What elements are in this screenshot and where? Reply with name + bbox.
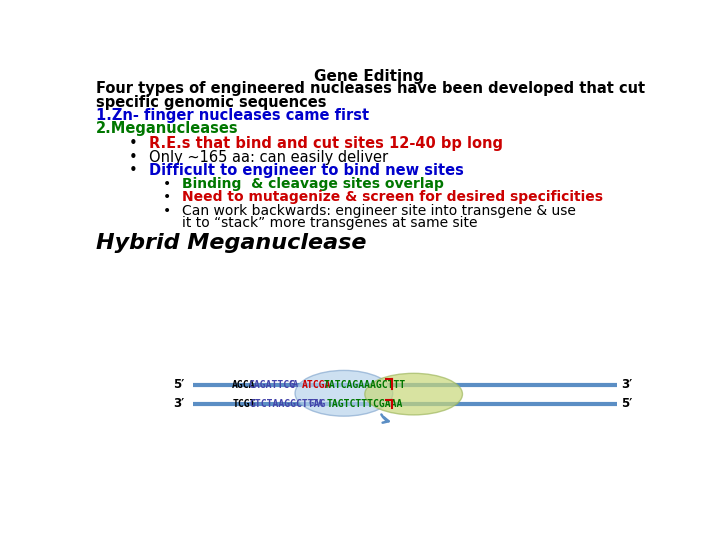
- Text: Gene Editing: Gene Editing: [314, 69, 424, 84]
- Text: •: •: [163, 204, 171, 218]
- Text: CAGATTCC: CAGATTCC: [248, 380, 295, 390]
- Ellipse shape: [295, 370, 392, 416]
- Text: Hybrid Meganuclease: Hybrid Meganuclease: [96, 233, 366, 253]
- Text: 3′: 3′: [621, 379, 632, 392]
- Text: Can work backwards: engineer site into transgene & use: Can work backwards: engineer site into t…: [182, 204, 576, 218]
- Text: specific genomic sequences: specific genomic sequences: [96, 94, 326, 110]
- Text: 2.Meganucleases: 2.Meganucleases: [96, 122, 238, 136]
- Text: GA: GA: [289, 381, 299, 389]
- Ellipse shape: [365, 373, 462, 415]
- Text: 5′: 5′: [174, 379, 185, 392]
- Text: •: •: [163, 191, 171, 204]
- Text: 1.Zn- finger nucleases came first: 1.Zn- finger nucleases came first: [96, 108, 369, 123]
- Text: •: •: [129, 136, 138, 151]
- Text: Four types of engineered nucleases have been developed that cut: Four types of engineered nucleases have …: [96, 82, 644, 97]
- Text: Need to mutagenize & screen for desired specificities: Need to mutagenize & screen for desired …: [182, 191, 603, 204]
- Text: it to “stack” more transgenes at same site: it to “stack” more transgenes at same si…: [182, 216, 477, 230]
- Text: TCGT: TCGT: [233, 399, 256, 409]
- Text: R.E.s that bind and cut sites 12-40 bp long: R.E.s that bind and cut sites 12-40 bp l…: [148, 136, 503, 151]
- Text: Only ~165 aa: can easily deliver: Only ~165 aa: can easily deliver: [148, 150, 387, 165]
- Text: ATCGA: ATCGA: [302, 380, 331, 390]
- Text: Difficult to engineer to bind new sites: Difficult to engineer to bind new sites: [148, 163, 464, 178]
- Text: •: •: [163, 177, 171, 191]
- Text: 3′: 3′: [174, 397, 185, 410]
- Text: GTCTAAGGCTTAG: GTCTAAGGCTTAG: [250, 399, 326, 409]
- Text: 5′: 5′: [621, 397, 633, 410]
- Text: GTA: GTA: [309, 399, 324, 408]
- Text: •: •: [129, 163, 138, 178]
- Text: TAGTCTTTCGAAA: TAGTCTTTCGAAA: [327, 399, 403, 409]
- Text: AGCA: AGCA: [233, 380, 256, 390]
- Text: Binding  & cleavage sites overlap: Binding & cleavage sites overlap: [182, 177, 444, 191]
- Text: •: •: [129, 150, 138, 165]
- Text: TATCAGAAAGCTTT: TATCAGAAAGCTTT: [323, 380, 405, 390]
